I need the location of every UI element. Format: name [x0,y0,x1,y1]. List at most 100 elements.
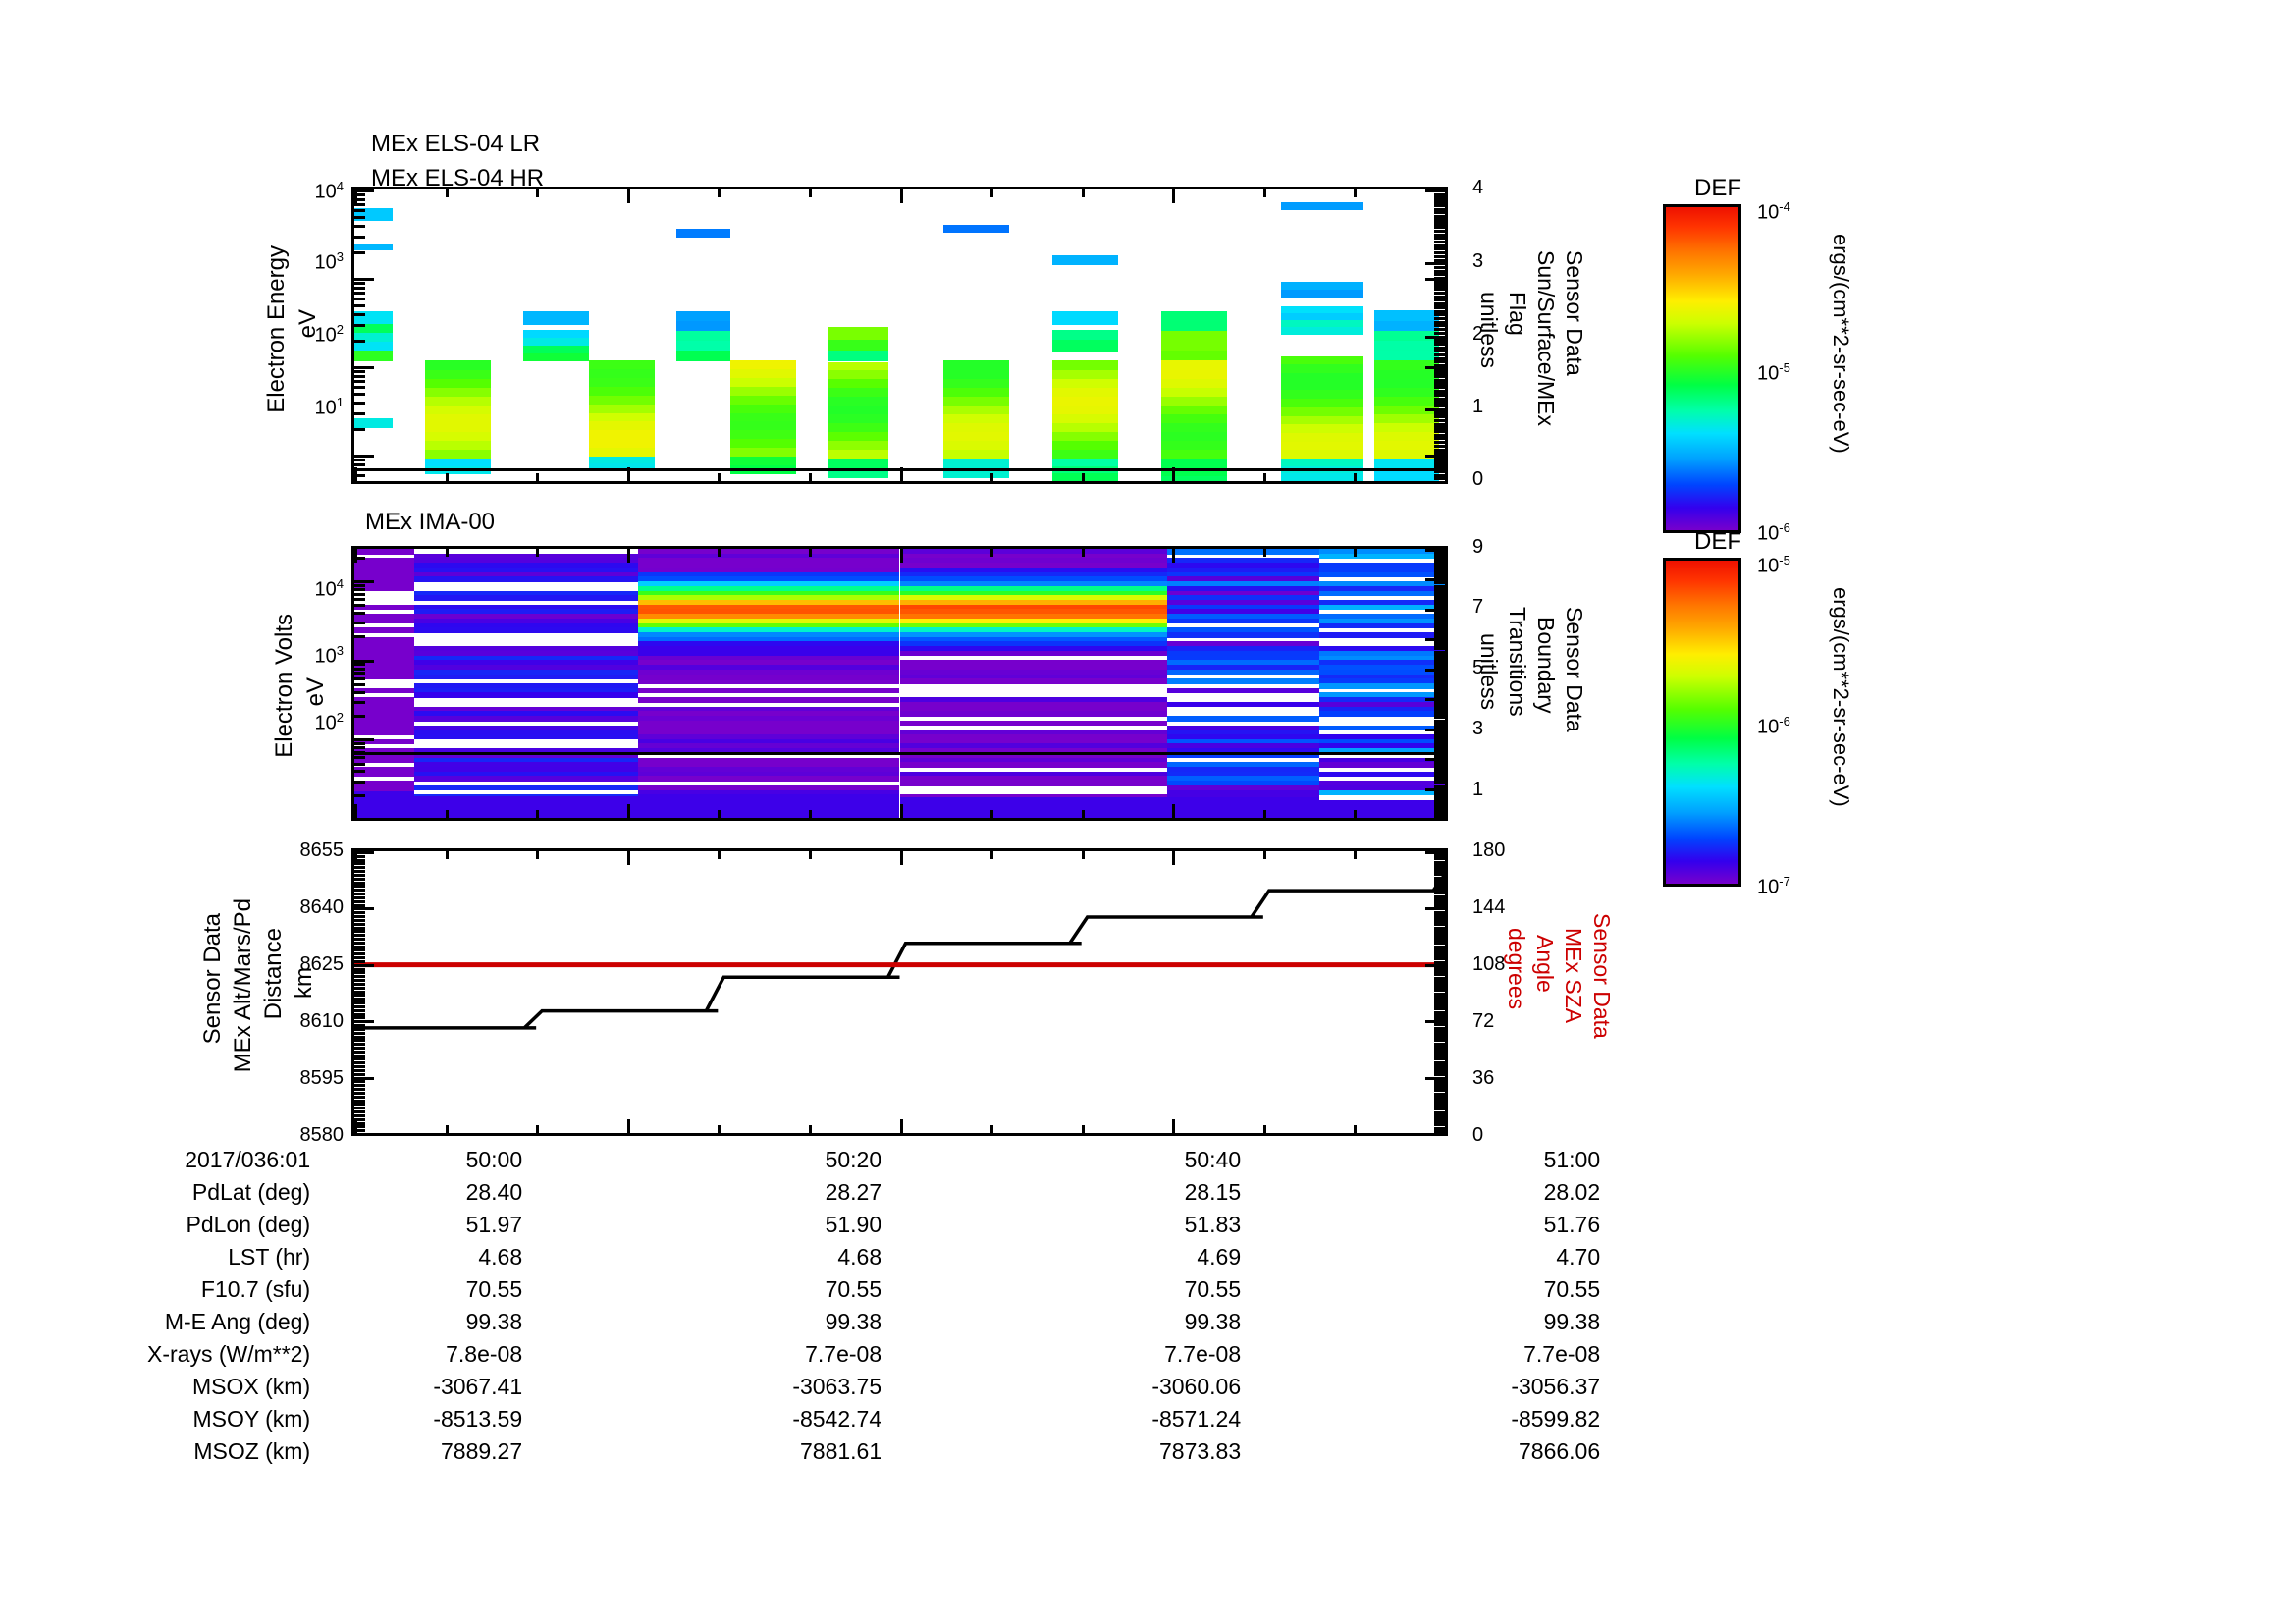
colorbar2-unit-label: ergs/(cm**2-sr-sec-eV) [1829,587,1853,807]
table-spacer [522,1276,695,1309]
table-row: PdLat (deg) 28.40 28.27 28.15 28.02 [147,1179,1600,1212]
table-cell: 99.38 [465,1309,523,1334]
table-spacer [522,1406,695,1438]
table-row: PdLon (deg) 51.97 51.90 51.83 51.76 [147,1212,1601,1244]
panel3-y-right-label-sensor-data: Sensor Data [1589,913,1615,1039]
colorbar1-min-label: 10-6 [1757,520,1790,545]
panel2-y-right-label-boundary: Boundary [1533,617,1559,714]
table-cell: 7.7e-08 [1164,1341,1242,1367]
table-spacer [881,1341,1054,1374]
table-spacer [1241,1406,1414,1438]
table-row-label: MSOX (km) [192,1374,311,1399]
panel2-right-tick-5: 5 [1472,657,1484,678]
table-row: F10.7 (sfu) 70.55 70.55 70.55 70.55 [147,1276,1600,1309]
panel3-line-svg [354,864,1445,1030]
panel2-ytick-1e2: 102 [314,710,344,734]
table-spacer [881,1147,1054,1179]
table-cell: 99.38 [1184,1309,1242,1334]
table-cell: 7889.27 [440,1438,523,1464]
colorbar1 [1663,204,1741,533]
panel2-y-right-label-transitions: Transitions [1505,607,1530,717]
table-cell: 28.27 [825,1179,882,1205]
panel1-right-tick-1: 1 [1472,396,1484,417]
panel1-plot-area[interactable] [351,187,1448,484]
panel1-y-right-label-sensor-data: Sensor Data [1562,250,1587,376]
panel3-right-tick-0: 0 [1472,1124,1484,1146]
table-cell: 51.83 [1184,1212,1242,1237]
panel2-right-tick-9: 9 [1472,536,1484,558]
panel3-right-tick-36: 36 [1472,1067,1495,1089]
table-spacer [1241,1212,1414,1244]
panel1-right-tick-4: 4 [1472,177,1484,198]
table-spacer [1241,1438,1414,1471]
table-row: MSOY (km) -8513.59 -8542.74 -8571.24 -859… [147,1406,1600,1438]
table-cell: -3067.41 [433,1374,523,1399]
table-cell: 4.70 [1556,1244,1601,1270]
panel3-ytick-8625: 8625 [299,953,345,975]
panel3-right-tick-108: 108 [1472,953,1506,975]
table-spacer [881,1374,1054,1406]
table-cell: 7866.06 [1518,1438,1601,1464]
table-spacer [1241,1374,1414,1406]
table-cell: 70.55 [825,1276,882,1302]
panel2-ytick-1e4: 104 [314,576,344,601]
table-row-label: M-E Ang (deg) [164,1309,311,1334]
table-spacer [1241,1147,1414,1179]
table-cell: 50:20 [825,1147,882,1172]
colorbar2 [1663,558,1741,887]
table-cell: -3060.06 [1151,1374,1242,1399]
panel3-ytick-8580: 8580 [299,1124,345,1146]
panel3-ytick-8640: 8640 [299,896,345,918]
table-cell: 4.68 [478,1244,523,1270]
table-cell: -8513.59 [433,1406,523,1432]
table-cell: 99.38 [825,1309,882,1334]
table-cell: 51:00 [1543,1147,1601,1172]
panel1-ytick-1e4: 104 [314,179,344,203]
table-row-label: X-rays (W/m**2) [147,1341,311,1367]
panel3-y-left-label-distance: Distance [260,928,287,1020]
colorbar2-title: DEF [1694,528,1741,555]
parameter-table: 2017/036:01 50:00 50:20 50:40 51:00 PdLat … [147,1147,1600,1471]
table-spacer [1241,1341,1414,1374]
table-spacer [881,1406,1054,1438]
panel3-ytick-8610: 8610 [299,1010,345,1032]
table-cell: 28.40 [465,1179,523,1205]
table-spacer [522,1438,695,1471]
panel2-plot-area[interactable] [351,546,1448,821]
table-cell: -8542.74 [792,1406,882,1432]
panel2-series-label: MEx IMA-00 [365,509,496,535]
table-cell: -8599.82 [1511,1406,1601,1432]
table-cell: 7.7e-08 [1523,1341,1601,1367]
panel3-y-right-label-degrees: degrees [1504,928,1529,1010]
panel3-y-right-label-sza: MEx SZA [1561,928,1586,1024]
panel1-right-tick-2: 2 [1472,323,1484,345]
panel2-ytick-1e3: 103 [314,643,344,668]
table-spacer [522,1147,695,1179]
table-cell: 70.55 [1543,1276,1601,1302]
panel3-right-tick-144: 144 [1472,896,1506,918]
table-row-label: PdLon (deg) [186,1212,311,1237]
table-spacer [881,1276,1054,1309]
table-spacer [881,1244,1054,1276]
colorbar2-max-label: 10-5 [1757,553,1790,577]
table-row-label: 2017/036:01 [185,1147,311,1172]
table-cell: 50:40 [1184,1147,1242,1172]
table-cell: 4.68 [837,1244,882,1270]
table-cell: 7.8e-08 [446,1341,523,1367]
table-cell: 70.55 [465,1276,523,1302]
table-cell: 28.02 [1543,1179,1601,1205]
table-row: MSOX (km) -3067.41 -3063.75 -3060.06 -305… [147,1374,1600,1406]
table-spacer [881,1179,1054,1212]
table-row-label: MSOY (km) [192,1406,311,1432]
panel2-y-right-label-sensor-data: Sensor Data [1562,607,1587,732]
colorbar1-max-label: 10-4 [1757,199,1790,224]
table-row-label: MSOZ (km) [193,1438,311,1464]
panel3-plot-area[interactable] [351,848,1448,1136]
parameter-table-body: 2017/036:01 50:00 50:20 50:40 51:00 PdLat … [147,1147,1600,1471]
table-cell: 7.7e-08 [805,1341,882,1367]
panel1-series-label-lr: MEx ELS-04 LR [371,131,541,157]
table-spacer [1241,1244,1414,1276]
panel1-y-right-label-flag: Flag [1505,292,1530,336]
panel1-y-left-label: Electron Energy [263,245,290,413]
panel3-ytick-8595: 8595 [299,1067,345,1089]
